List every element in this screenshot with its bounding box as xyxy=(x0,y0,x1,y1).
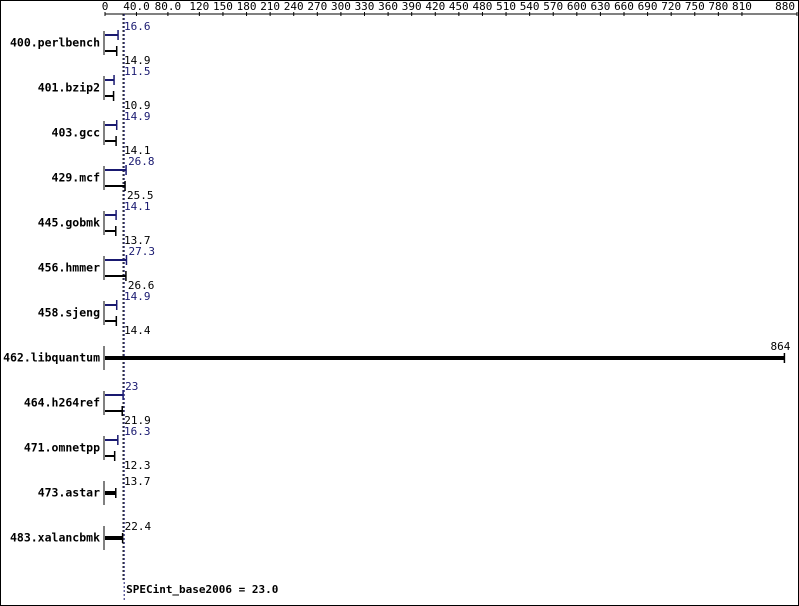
bar xyxy=(105,50,117,52)
x-tick-label: 510 xyxy=(496,0,516,13)
value-label: 10.9 xyxy=(124,99,151,112)
category-label: 403.gcc xyxy=(52,126,100,140)
bar xyxy=(105,124,117,126)
bar xyxy=(105,320,117,322)
bar xyxy=(105,259,127,261)
x-tick-label: 80.0 xyxy=(155,0,182,13)
x-tick-label: 690 xyxy=(638,0,658,13)
x-tick-label: 120 xyxy=(189,0,209,13)
bar xyxy=(105,410,123,412)
bar xyxy=(105,439,118,441)
bar xyxy=(105,169,127,171)
reference-label: SPECint_base2006 = 23.0 xyxy=(126,583,278,596)
x-tick-label: 360 xyxy=(378,0,398,13)
value-label: 25.5 xyxy=(127,189,154,202)
category-label: 456.hmmer xyxy=(38,261,100,275)
value-label: 13.7 xyxy=(124,234,151,247)
x-tick-label: 570 xyxy=(543,0,563,13)
x-tick-label: 210 xyxy=(260,0,280,13)
x-tick-label: 390 xyxy=(402,0,422,13)
x-tick-label: 660 xyxy=(614,0,634,13)
value-label: 12.3 xyxy=(124,459,151,472)
bar xyxy=(105,214,117,216)
x-tick-label: 300 xyxy=(331,0,351,13)
value-label: 14.9 xyxy=(124,110,151,123)
value-label: 16.6 xyxy=(124,20,151,33)
value-label: 13.7 xyxy=(124,475,151,488)
category-label: 473.astar xyxy=(38,486,100,500)
bar xyxy=(105,394,124,396)
value-label: 23 xyxy=(125,380,138,393)
value-label: 22.4 xyxy=(125,520,152,533)
x-tick-label: 180 xyxy=(237,0,257,13)
value-label: 14.1 xyxy=(124,144,151,157)
bar xyxy=(105,79,115,81)
x-tick-label: 270 xyxy=(307,0,327,13)
x-tick-label: 750 xyxy=(685,0,705,13)
category-label: 429.mcf xyxy=(52,171,101,185)
value-label: 27.3 xyxy=(128,245,155,258)
x-tick-label: 810 xyxy=(732,0,752,13)
x-tick-label: 480 xyxy=(473,0,493,13)
category-label: 462.libquantum xyxy=(3,351,100,365)
value-label: 26.6 xyxy=(128,279,154,292)
value-label: 864 xyxy=(771,340,791,353)
bar xyxy=(105,34,119,36)
bar xyxy=(105,455,115,457)
value-label: 14.1 xyxy=(124,200,151,213)
category-label: 471.omnetpp xyxy=(24,441,100,455)
category-label: 458.sjeng xyxy=(38,306,100,320)
bar xyxy=(105,356,785,360)
bar xyxy=(105,230,116,232)
category-label: 483.xalancbmk xyxy=(10,531,100,545)
category-label: 400.perlbench xyxy=(10,36,100,50)
category-label: 464.h264ref xyxy=(24,396,100,410)
x-tick-label: 780 xyxy=(708,0,728,13)
bar xyxy=(105,95,114,97)
x-tick-label: 0 xyxy=(102,0,109,13)
x-tick-label: 420 xyxy=(425,0,445,13)
bar xyxy=(105,491,116,495)
value-label: 14.9 xyxy=(124,54,151,67)
x-tick-label: 880 xyxy=(775,0,795,13)
category-label: 401.bzip2 xyxy=(38,81,100,95)
value-label: 16.3 xyxy=(124,425,151,438)
x-tick-label: 150 xyxy=(213,0,233,13)
x-tick-label: 720 xyxy=(661,0,681,13)
bar xyxy=(105,536,123,540)
value-label: 21.9 xyxy=(124,414,151,427)
value-label: 14.4 xyxy=(124,324,151,337)
x-tick-label: 600 xyxy=(567,0,587,13)
value-label: 26.8 xyxy=(128,155,155,168)
bar xyxy=(105,140,117,142)
x-tick-label: 450 xyxy=(449,0,469,13)
bar xyxy=(105,185,126,187)
x-tick-label: 40.0 xyxy=(123,0,150,13)
bar xyxy=(105,275,126,277)
bar xyxy=(105,304,117,306)
x-tick-label: 240 xyxy=(284,0,304,13)
x-tick-label: 540 xyxy=(520,0,540,13)
x-tick-label: 630 xyxy=(590,0,610,13)
value-label: 11.5 xyxy=(124,65,151,78)
category-label: 445.gobmk xyxy=(38,216,100,230)
value-label: 14.9 xyxy=(124,290,151,303)
x-tick-label: 330 xyxy=(355,0,375,13)
